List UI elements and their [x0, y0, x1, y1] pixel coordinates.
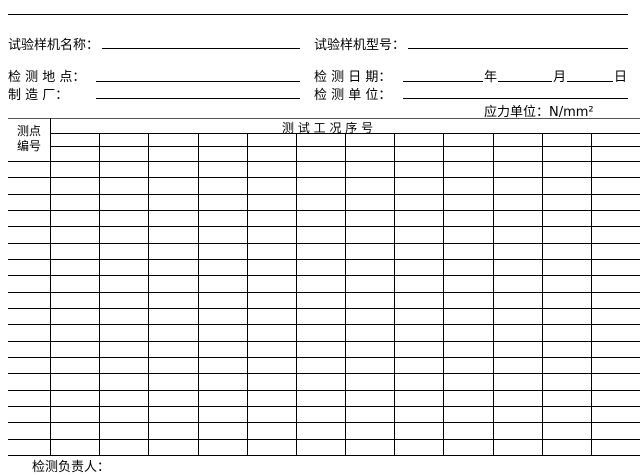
sample-name-field[interactable] [102, 48, 300, 49]
top-rule [8, 14, 628, 15]
column-rule [247, 133, 248, 455]
row-rule [8, 406, 640, 407]
row-rule [8, 259, 640, 260]
month-field[interactable] [498, 81, 552, 82]
row-rule [8, 210, 640, 211]
row-rule [8, 373, 640, 374]
year-field[interactable] [403, 81, 483, 82]
point-header-line1: 测点 [17, 124, 42, 138]
column-rule [296, 133, 297, 455]
column-rule [345, 133, 346, 455]
row-rule [8, 194, 640, 195]
point-header: 测点 编号 [17, 124, 41, 154]
sample-name-label: 试验样机名称： [8, 38, 100, 53]
date-label: 检 测 日 期： [314, 70, 392, 85]
manufacturer-field[interactable] [96, 98, 300, 99]
row-rule [8, 275, 640, 276]
column-rule [443, 133, 444, 455]
column-rule [542, 133, 543, 455]
unit-field[interactable] [403, 98, 628, 99]
row-rule [8, 439, 640, 440]
year-label: 年 [484, 70, 498, 85]
column-rule [591, 133, 592, 455]
row-rule [8, 308, 640, 309]
sample-model-label: 试验样机型号： [314, 38, 406, 53]
point-column-rule [50, 118, 51, 455]
day-field[interactable] [567, 81, 613, 82]
unit-label: 检 测 单 位： [314, 88, 392, 103]
table-top-rule [8, 118, 640, 119]
inspector-label: 检测负责人： [32, 460, 111, 475]
column-rule [99, 133, 100, 455]
row-rule [8, 455, 640, 456]
row-rule [8, 390, 640, 391]
row-rule [8, 226, 640, 227]
location-field[interactable] [96, 81, 300, 82]
day-label: 日 [614, 70, 628, 85]
sample-model-field[interactable] [408, 48, 628, 49]
row-rule [8, 292, 640, 293]
row-rule [8, 177, 640, 178]
manufacturer-label: 制 造 厂： [8, 88, 69, 103]
row-rule [8, 243, 640, 244]
row-rule [8, 422, 640, 423]
row-rule [8, 161, 640, 162]
row-rule [8, 357, 640, 358]
row-rule [8, 341, 640, 342]
column-rule [198, 133, 199, 455]
column-rule [394, 133, 395, 455]
location-label: 检 测 地 点： [8, 70, 86, 85]
column-rule [493, 133, 494, 455]
stress-unit-label: 应力单位：N/mm² [484, 105, 594, 120]
sequence-header: 测 试 工 况 序 号 [282, 121, 374, 135]
month-label: 月 [553, 70, 567, 85]
column-rule [148, 133, 149, 455]
point-header-line2: 编号 [17, 139, 42, 153]
row-rule [8, 324, 640, 325]
